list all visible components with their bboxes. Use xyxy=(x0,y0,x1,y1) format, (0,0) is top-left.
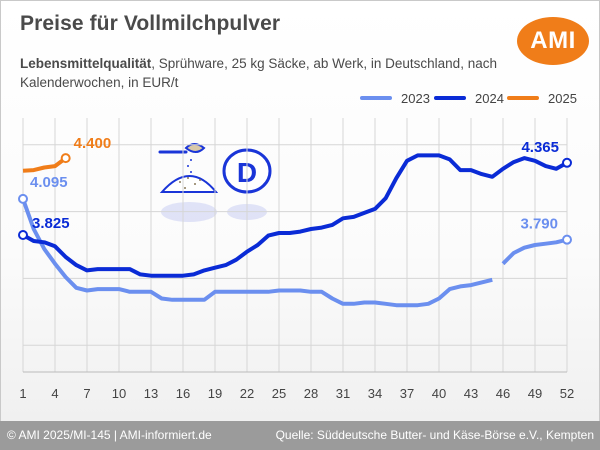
footer-copyright: © AMI 2025/MI-145 | AMI-informiert.de xyxy=(7,428,212,442)
data-label-2024: 4.365 xyxy=(521,139,559,156)
x-tick-label: 19 xyxy=(208,386,222,401)
x-tick-label: 1 xyxy=(19,386,26,401)
x-tick-label: 52 xyxy=(560,386,574,401)
x-tick-label: 13 xyxy=(144,386,158,401)
legend-swatch-2024 xyxy=(434,96,466,100)
chart-subtitle: Lebensmittelqualität, Sprühware, 25 kg S… xyxy=(20,54,500,92)
x-tick-label: 31 xyxy=(336,386,350,401)
ami-logo: AMI xyxy=(517,17,589,65)
x-tick-label: 34 xyxy=(368,386,382,401)
milk-powder-scoop-icon xyxy=(158,143,219,222)
series-line-2024 xyxy=(22,153,568,278)
subtitle-bold: Lebensmittelqualität xyxy=(20,56,152,71)
data-label-2025: 4.400 xyxy=(74,135,112,152)
x-tick-label: 37 xyxy=(400,386,414,401)
legend-swatch-2025 xyxy=(507,96,539,100)
endpoint-marker-2023 xyxy=(562,234,572,245)
x-tick-label: 49 xyxy=(528,386,542,401)
x-tick-label: 7 xyxy=(83,386,90,401)
data-label-2024: 3.825 xyxy=(32,215,70,232)
x-tick-label: 28 xyxy=(304,386,318,401)
footer-bar: © AMI 2025/MI-145 | AMI-informiert.de Qu… xyxy=(0,421,600,450)
x-tick-label: 46 xyxy=(496,386,510,401)
endpoint-marker-2023 xyxy=(18,193,28,204)
x-tick-label: 4 xyxy=(51,386,58,401)
x-tick-label: 25 xyxy=(272,386,286,401)
chart-card xyxy=(0,0,600,422)
legend-swatch-2023 xyxy=(360,96,392,100)
series-line-2023 xyxy=(21,198,493,308)
endpoint-marker-2024 xyxy=(562,157,572,168)
series-line-2023 xyxy=(501,237,568,266)
endpoint-marker-2025 xyxy=(60,153,71,164)
chart-title: Preise für Vollmilchpulver xyxy=(20,12,281,35)
x-tick-label: 22 xyxy=(240,386,254,401)
data-label-2023: 3.790 xyxy=(520,216,558,233)
legend-label-2025: 2025 xyxy=(548,90,577,106)
x-tick-label: 40 xyxy=(432,386,446,401)
footer-source: Quelle: Süddeutsche Butter- und Käse-Bör… xyxy=(275,428,594,442)
x-tick-label: 10 xyxy=(112,386,126,401)
legend-label-2024: 2024 xyxy=(475,90,504,106)
legend-item-2025: 2025 xyxy=(507,90,577,106)
series-line-2025 xyxy=(22,156,67,173)
legend-item-2024: 2024 xyxy=(434,90,504,106)
data-label-2023: 4.095 xyxy=(30,174,68,191)
legend-label-2023: 2023 xyxy=(401,90,430,106)
endpoint-marker-2024 xyxy=(18,229,28,240)
subtitle-rest: , Sprühware, 25 kg Säcke, ab Werk, in De… xyxy=(20,56,497,90)
x-tick-label: 43 xyxy=(464,386,478,401)
x-tick-label: 16 xyxy=(176,386,190,401)
legend-item-2023: 2023 xyxy=(360,90,430,106)
